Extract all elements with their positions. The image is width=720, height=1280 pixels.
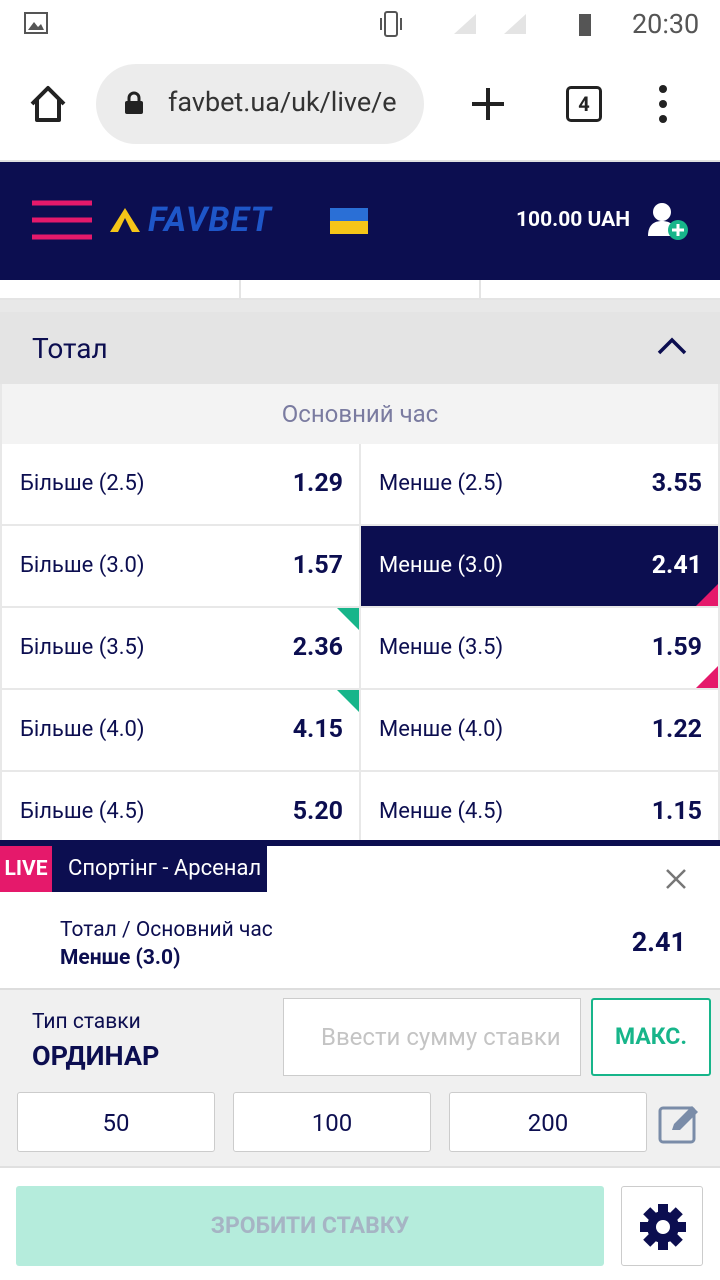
odds-cell[interactable]: Менше (2.5) 3.55: [361, 444, 718, 524]
bet-market: Тотал / Основний час: [60, 918, 273, 942]
outcome-label: Більше (2.5): [20, 471, 145, 496]
browser-bar: favbet.ua/uk/live/e 4: [0, 50, 720, 162]
vibrate-icon: [380, 11, 402, 37]
quick-stake[interactable]: 50: [17, 1092, 215, 1152]
ukraine-flag: [330, 208, 368, 234]
odds-cell[interactable]: Більше (4.5) 5.20: [2, 772, 359, 840]
action-bar: ЗРОБИТИ СТАВКУ: [0, 1166, 720, 1280]
url-text: favbet.ua/uk/live/e: [168, 86, 397, 118]
home-button[interactable]: [28, 84, 68, 124]
battery-icon: [579, 14, 591, 36]
live-badge: LIVE: [0, 846, 52, 892]
period-label: Основний час: [2, 384, 718, 444]
outcome-label: Більше (3.0): [20, 553, 145, 578]
quick-stake[interactable]: 100: [233, 1092, 431, 1152]
outcome-label: Менше (4.5): [379, 799, 504, 824]
collapse-chevron[interactable]: [656, 336, 688, 356]
market-title: Тотал: [32, 332, 108, 365]
hamburger-menu[interactable]: [32, 200, 92, 240]
bet-selection: Менше (3.0): [60, 946, 181, 970]
outcome-label: Менше (3.0): [379, 553, 504, 578]
outcome-label: Більше (4.5): [20, 799, 145, 824]
signal-icons: [454, 14, 526, 34]
betslip: LIVE Спортінг - Арсенал Тотал / Основний…: [0, 840, 720, 988]
outcome-label: Менше (3.5): [379, 635, 504, 660]
odds-value: 2.36: [292, 633, 343, 662]
submit-button[interactable]: ЗРОБИТИ СТАВКУ: [16, 1186, 604, 1266]
odds-cell[interactable]: Більше (3.0) 1.57: [2, 526, 359, 606]
close-button[interactable]: [665, 868, 687, 890]
odds-cell[interactable]: Більше (3.5) 2.36: [2, 608, 359, 688]
outcome-label: Менше (2.5): [379, 471, 504, 496]
odds-value: 4.15: [292, 715, 343, 744]
odds-value: 1.22: [651, 715, 702, 744]
odds-value: 5.20: [292, 797, 343, 826]
odds-cell[interactable]: Менше (4.5) 1.15: [361, 772, 718, 840]
menu-button[interactable]: [656, 84, 670, 124]
site-header: FAVBET 100.00 UAH: [0, 162, 720, 280]
match-name: Спортінг - Арсенал: [52, 846, 267, 892]
max-button[interactable]: МАКС.: [591, 998, 711, 1076]
logo-mark: [110, 208, 140, 232]
settings-button[interactable]: [621, 1186, 703, 1266]
stake-input[interactable]: Ввести сумму ставки: [283, 998, 581, 1076]
odds-cell[interactable]: Менше (4.0) 1.22: [361, 690, 718, 770]
trend-up: [337, 608, 359, 630]
settings-icon: [638, 1202, 688, 1252]
balance[interactable]: 100.00 UAH: [516, 208, 631, 232]
odds-cell[interactable]: Менше (3.0) 2.41: [361, 526, 718, 606]
odds-value: 1.29: [292, 469, 343, 498]
odds-value: 1.59: [651, 633, 702, 662]
outcome-label: Більше (3.5): [20, 635, 145, 660]
edit-button[interactable]: [658, 1102, 700, 1146]
trend-down: [696, 666, 718, 688]
odds-cell[interactable]: Менше (3.5) 1.59: [361, 608, 718, 688]
trend-up: [337, 690, 359, 712]
url-bar[interactable]: favbet.ua/uk/live/e: [96, 64, 424, 144]
odds-value: 1.15: [651, 797, 702, 826]
odds-value: 2.41: [651, 551, 702, 580]
market-header[interactable]: Тотал: [0, 312, 720, 384]
new-tab-button[interactable]: [470, 86, 506, 122]
trend-down: [696, 584, 718, 606]
outcome-label: Менше (4.0): [379, 717, 504, 742]
logo-text[interactable]: FAVBET: [148, 200, 272, 240]
previous-market-row: [0, 280, 720, 300]
odds-cell[interactable]: Більше (2.5) 1.29: [2, 444, 359, 524]
odds-cell[interactable]: Більше (4.0) 4.15: [2, 690, 359, 770]
gallery-icon: [24, 12, 48, 34]
outcome-label: Більше (4.0): [20, 717, 145, 742]
bet-type-label: Тип ставки: [32, 1010, 141, 1034]
tab-count[interactable]: 4: [566, 86, 602, 122]
odds-value: 3.55: [651, 469, 702, 498]
clock: 20:30: [632, 8, 700, 40]
odds-value: 1.57: [292, 551, 343, 580]
lock-icon: [125, 91, 143, 114]
status-bar: 20:30: [0, 0, 720, 50]
bet-odds: 2.41: [631, 926, 686, 958]
account-icon[interactable]: [646, 200, 690, 244]
quick-stake[interactable]: 200: [449, 1092, 647, 1152]
bet-type[interactable]: ОРДИНАР: [32, 1040, 160, 1072]
